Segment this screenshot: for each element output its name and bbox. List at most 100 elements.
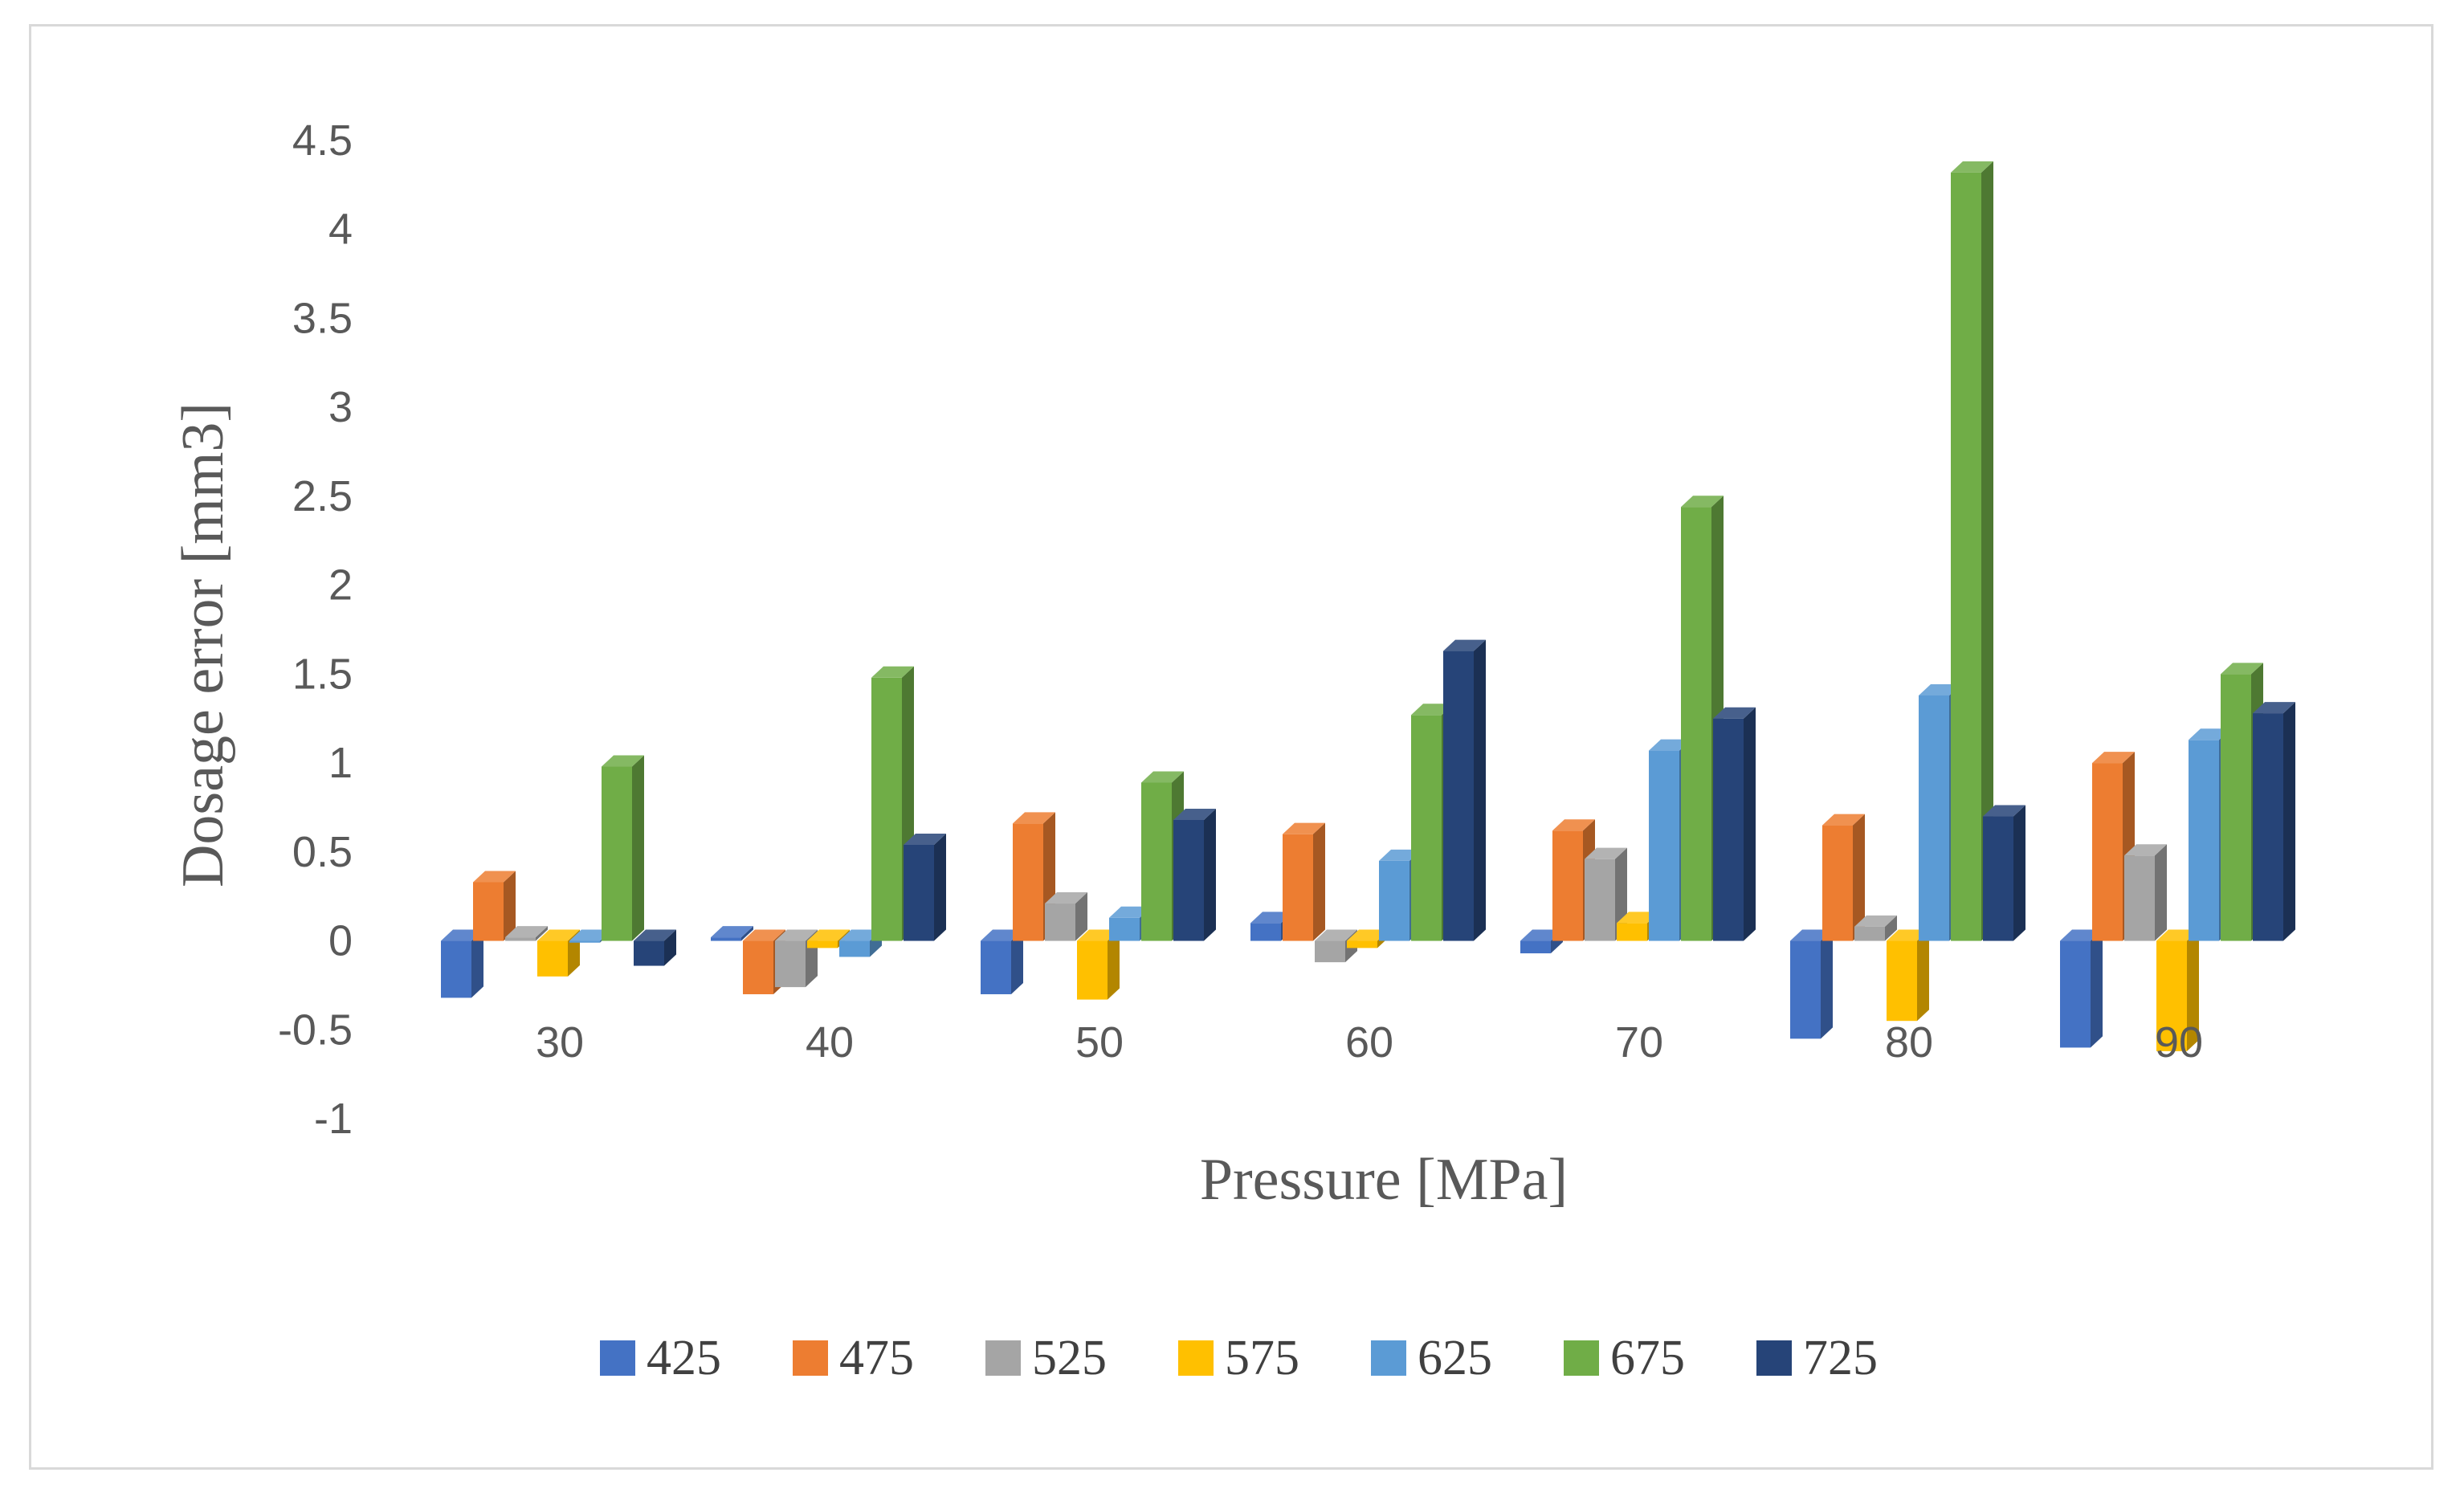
bar-top xyxy=(1045,892,1087,904)
bars xyxy=(441,161,2295,1051)
y-tick-label: -1 xyxy=(314,1095,353,1143)
bar-top xyxy=(1315,929,1357,941)
y-axis-ticks: 4.5 4 3.5 3 2.5 2 1.5 1 0.5 0 -0.5 -1 xyxy=(278,116,353,1143)
y-tick-label: 3 xyxy=(328,383,353,431)
chart: 4.5 4 3.5 3 2.5 2 1.5 1 0.5 0 -0.5 -1 30 40 50 60 70 80 9… xyxy=(170,116,2295,1385)
bar-top xyxy=(1173,808,1216,820)
bar-front xyxy=(743,940,773,994)
bar-side xyxy=(664,929,676,966)
bar-top xyxy=(1983,805,2025,817)
bar-50-425 xyxy=(981,929,1023,994)
legend-swatch xyxy=(985,1340,1021,1376)
bar-front xyxy=(807,940,838,948)
x-tick-label: 90 xyxy=(2155,1018,2203,1067)
bar-top xyxy=(1822,814,1865,826)
bar-90-575 xyxy=(2156,929,2199,1051)
legend-swatch xyxy=(600,1340,635,1376)
legend-item-575: 575 xyxy=(1178,1331,1299,1385)
y-tick-label: 4.5 xyxy=(292,116,353,165)
bar-front xyxy=(2092,763,2123,941)
bar-front xyxy=(1585,859,1615,941)
bar-70-525 xyxy=(1585,847,1627,941)
bar-front xyxy=(1681,507,1711,941)
bar-top xyxy=(2124,844,2167,856)
bar-60-725 xyxy=(1443,639,1486,941)
bar-90-525 xyxy=(2124,844,2167,941)
bar-80-475 xyxy=(1822,814,1865,941)
bar-side xyxy=(1853,814,1865,941)
bar-top xyxy=(711,926,753,938)
bar-front xyxy=(1649,750,1679,941)
legend-label: 725 xyxy=(1803,1331,1878,1385)
y-tick-label: -0.5 xyxy=(278,1005,353,1054)
legend-label: 525 xyxy=(1032,1331,1107,1385)
bar-front xyxy=(1013,823,1043,941)
bar-front xyxy=(1250,923,1281,941)
legend-label: 475 xyxy=(839,1331,914,1385)
bar-side xyxy=(536,926,548,941)
legend-label: 675 xyxy=(1610,1331,1685,1385)
bar-top xyxy=(1443,639,1486,651)
bar-30-575 xyxy=(537,929,580,977)
y-tick-label: 0.5 xyxy=(292,828,353,876)
bar-front xyxy=(1983,816,2013,941)
y-tick-label: 2.5 xyxy=(292,472,353,520)
bar-front xyxy=(1887,940,1917,1022)
bar-front xyxy=(1315,940,1345,963)
bar-side xyxy=(2091,929,2103,1048)
bar-front xyxy=(981,940,1011,994)
bar-front xyxy=(1919,695,1949,941)
bar-front xyxy=(1283,834,1313,941)
y-tick-label: 3.5 xyxy=(292,294,353,342)
bar-90-425 xyxy=(2060,929,2103,1048)
bar-top xyxy=(1854,915,1897,927)
bar-top xyxy=(602,755,644,767)
bar-front xyxy=(1790,940,1821,1039)
bar-top xyxy=(1681,496,1724,508)
bar-side xyxy=(1075,892,1087,941)
legend-label: 625 xyxy=(1418,1331,1492,1385)
legend-swatch xyxy=(1756,1340,1792,1376)
bar-side xyxy=(504,871,516,941)
bar-side xyxy=(741,926,753,941)
bar-front xyxy=(1951,172,1981,941)
legend-swatch xyxy=(793,1340,828,1376)
bar-front xyxy=(634,940,664,966)
bar-40-425 xyxy=(711,926,753,941)
legend-swatch xyxy=(1371,1340,1406,1376)
bar-front xyxy=(1173,819,1204,941)
y-tick-label: 0 xyxy=(328,917,353,965)
legend-item-425: 425 xyxy=(600,1331,721,1385)
bar-top xyxy=(2189,728,2231,740)
bar-front xyxy=(2060,940,2091,1048)
bar-top xyxy=(634,929,676,941)
bar-front xyxy=(1617,923,1647,941)
bar-front xyxy=(1045,904,1075,941)
bar-front xyxy=(1077,940,1108,1000)
legend-item-625: 625 xyxy=(1371,1331,1492,1385)
bar-top xyxy=(505,926,548,938)
y-tick-label: 2 xyxy=(328,561,353,610)
bar-side xyxy=(934,833,946,941)
bar-front xyxy=(904,844,934,941)
bar-side xyxy=(2187,929,2199,1051)
bar-30-675 xyxy=(602,755,644,941)
bar-front xyxy=(2253,713,2283,941)
bar-50-525 xyxy=(1045,892,1087,941)
y-axis-title: Dosage error [mm3] xyxy=(170,402,236,887)
x-tick-label: 50 xyxy=(1075,1018,1124,1067)
bar-80-725 xyxy=(1983,805,2025,941)
bar-top xyxy=(981,929,1023,941)
bar-side xyxy=(632,755,644,941)
bar-front xyxy=(441,940,471,998)
bar-top xyxy=(569,929,612,941)
bar-40-725 xyxy=(904,833,946,941)
bar-side xyxy=(1821,929,1833,1039)
bar-front xyxy=(602,766,632,941)
y-tick-label: 4 xyxy=(328,206,353,254)
bar-top xyxy=(1585,847,1627,859)
bar-front xyxy=(1552,830,1583,941)
legend-item-525: 525 xyxy=(985,1331,1107,1385)
x-axis-title: Pressure [MPa] xyxy=(1200,1147,1568,1213)
x-tick-label: 40 xyxy=(806,1018,854,1067)
